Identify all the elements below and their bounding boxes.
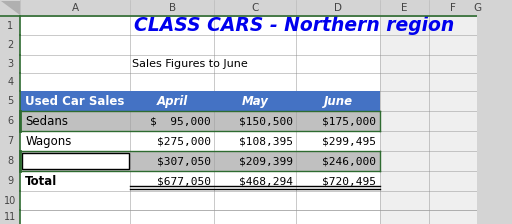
Text: F: F: [450, 3, 456, 13]
Bar: [0, 0, 477, 16]
Text: Utilities: Utilities: [25, 155, 70, 168]
Bar: [429, 191, 477, 210]
Text: 10: 10: [4, 196, 16, 205]
Text: 5: 5: [7, 96, 13, 106]
Bar: [429, 16, 477, 35]
Bar: [20, 35, 380, 55]
Bar: [429, 151, 477, 171]
Bar: [380, 35, 429, 55]
Text: $108,395: $108,395: [239, 136, 292, 146]
Text: $720,495: $720,495: [323, 176, 376, 186]
Text: D: D: [334, 3, 342, 13]
Text: 9: 9: [7, 176, 13, 186]
Bar: [380, 151, 429, 171]
Text: $468,294: $468,294: [239, 176, 292, 186]
Text: $275,000: $275,000: [157, 136, 210, 146]
Bar: [20, 131, 380, 151]
Text: Wagons: Wagons: [25, 134, 72, 147]
Bar: [20, 91, 380, 111]
Text: May: May: [242, 95, 269, 108]
Text: $307,050: $307,050: [157, 156, 210, 166]
Bar: [20, 16, 380, 35]
Bar: [380, 16, 429, 35]
Bar: [20, 111, 380, 131]
Bar: [429, 131, 477, 151]
Polygon shape: [1, 1, 19, 15]
Text: CLASS CARS - Northern region: CLASS CARS - Northern region: [134, 16, 454, 35]
Bar: [20, 91, 380, 111]
Bar: [20, 55, 380, 73]
Bar: [20, 210, 380, 224]
Bar: [20, 73, 380, 91]
Text: April: April: [157, 95, 188, 108]
Text: 3: 3: [7, 59, 13, 69]
Bar: [20, 16, 429, 210]
Text: $677,050: $677,050: [157, 176, 210, 186]
Bar: [0, 16, 20, 210]
Text: $150,500: $150,500: [239, 116, 292, 126]
Bar: [380, 111, 429, 131]
Text: Sales Figures to June: Sales Figures to June: [132, 59, 248, 69]
Bar: [380, 191, 429, 210]
Text: 1: 1: [7, 21, 13, 30]
Bar: [380, 131, 429, 151]
Text: C: C: [251, 3, 259, 13]
Bar: [20, 151, 380, 171]
Text: 11: 11: [4, 212, 16, 222]
Text: B: B: [169, 3, 176, 13]
Bar: [0, 0, 20, 16]
Text: $299,495: $299,495: [323, 136, 376, 146]
Text: Used Car Sales: Used Car Sales: [25, 95, 124, 108]
Bar: [23, 153, 129, 169]
Bar: [429, 111, 477, 131]
Bar: [20, 191, 380, 210]
Text: Total: Total: [25, 174, 57, 187]
Text: 4: 4: [7, 77, 13, 87]
Text: 2: 2: [7, 40, 13, 50]
Text: June: June: [324, 95, 353, 108]
Text: 6: 6: [7, 116, 13, 126]
Text: E: E: [401, 3, 408, 13]
Bar: [429, 55, 477, 73]
Bar: [380, 73, 429, 91]
Bar: [380, 210, 429, 224]
Bar: [380, 55, 429, 73]
Text: A: A: [72, 3, 79, 13]
Bar: [429, 91, 477, 111]
Text: 8: 8: [7, 156, 13, 166]
Bar: [20, 171, 380, 191]
Bar: [380, 91, 429, 111]
Bar: [429, 171, 477, 191]
Text: $209,399: $209,399: [239, 156, 292, 166]
Bar: [429, 210, 477, 224]
Bar: [380, 171, 429, 191]
Text: $175,000: $175,000: [323, 116, 376, 126]
Text: $246,000: $246,000: [323, 156, 376, 166]
Text: G: G: [473, 3, 481, 13]
Text: $  95,000: $ 95,000: [150, 116, 210, 126]
Text: Sedans: Sedans: [25, 114, 68, 127]
Text: 7: 7: [7, 136, 13, 146]
Bar: [429, 73, 477, 91]
Bar: [429, 35, 477, 55]
